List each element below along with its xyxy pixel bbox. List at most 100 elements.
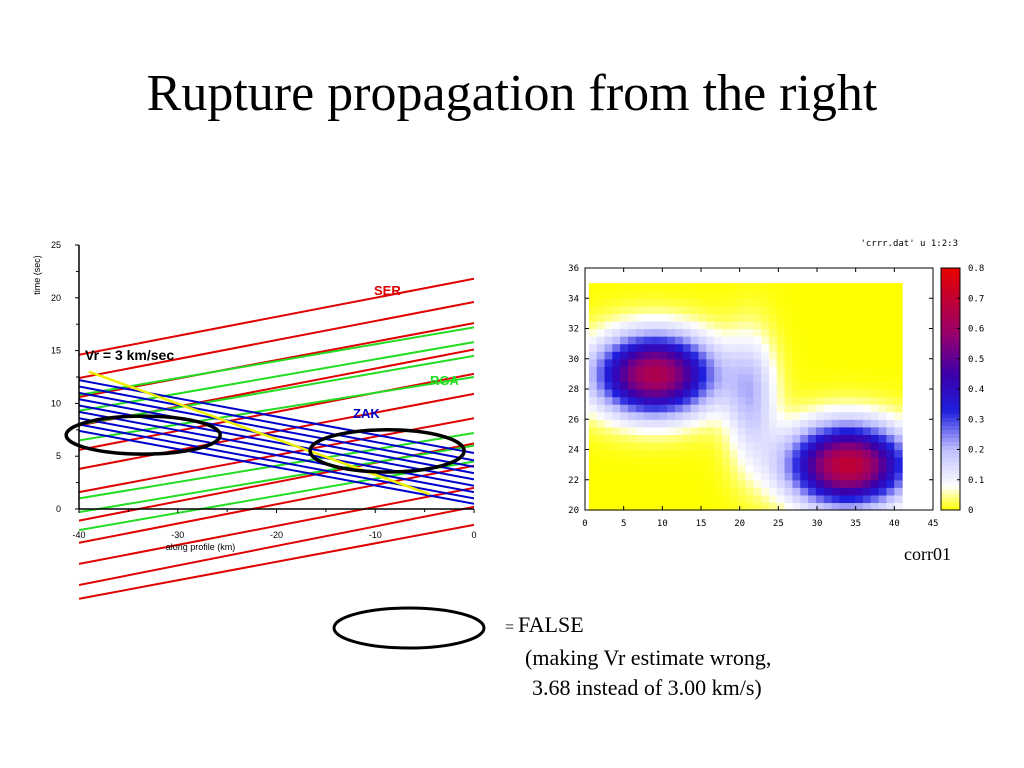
heatmap-cell (792, 426, 801, 435)
colorbar-segment (941, 389, 960, 394)
heatmap-cell (674, 472, 684, 481)
heatmap-cell (604, 298, 613, 307)
heatmap-cell (862, 320, 872, 330)
heatmap-cell (870, 472, 880, 481)
heatmap-cell (721, 404, 731, 413)
heatmap-cell (690, 411, 700, 420)
heatmap-cell (612, 283, 621, 292)
heatmap-cell (878, 396, 888, 405)
heatmap-cell (737, 426, 747, 435)
heatmap-cell (753, 336, 762, 345)
heatmap-cell (643, 366, 653, 375)
heatmap-cell (800, 305, 809, 314)
heatmap-cell (628, 313, 637, 322)
heatmap-cell (839, 419, 848, 428)
heatmap-cell (706, 290, 715, 299)
heatmap-cell (839, 389, 848, 398)
heatmap-cell (808, 404, 817, 413)
heatmap-cell (847, 487, 856, 496)
heatmap-cell (745, 472, 754, 481)
x-tick-label: -40 (72, 530, 85, 540)
heatmap-cell (651, 502, 660, 511)
heatmap-cell (588, 419, 598, 428)
colorbar-segment (941, 469, 960, 475)
heatmap-cell (667, 479, 676, 488)
heatmap-cell (721, 396, 731, 405)
heatmap-cell (628, 449, 637, 458)
heatmap-cell (667, 373, 676, 383)
heatmap-cell (800, 404, 809, 413)
heatmap-cell (706, 373, 715, 383)
heatmap-cell (604, 283, 613, 292)
heatmap-cell (674, 298, 684, 307)
heatmap-cell (878, 472, 888, 481)
heatmap-cell (612, 313, 621, 322)
heatmap-cell (815, 328, 825, 337)
heatmap-cell (761, 411, 770, 420)
heatmap-cell (878, 373, 888, 383)
heatmap-cell (878, 336, 888, 345)
heatmap-cell (831, 305, 841, 314)
heatmap-cell (604, 336, 613, 345)
colorbar-segment (941, 437, 960, 442)
heatmap-cell (808, 434, 817, 443)
heatmap-cell (682, 320, 692, 330)
heatmap-cell (706, 305, 715, 314)
heatmap-cell (886, 320, 895, 330)
heatmap-cell (674, 381, 684, 390)
heatmap-cell (596, 351, 606, 360)
heatmap-cell (808, 419, 817, 428)
heatmap-cell (635, 290, 645, 299)
heatmap-cell (886, 336, 895, 345)
heatmap-cell (862, 313, 872, 322)
heatmap-cell (729, 373, 739, 383)
heatmap-cell (831, 358, 841, 367)
heatmap-cell (682, 336, 692, 345)
heatmap-cell (620, 434, 629, 443)
heatmap-cell (643, 283, 653, 292)
heatmap-cell (815, 320, 825, 330)
heatmap-cell (815, 313, 825, 322)
heatmap-cell (745, 441, 754, 451)
heatmap-cell (588, 283, 598, 292)
heatmap-cell (651, 366, 660, 375)
heatmap-cell (847, 389, 856, 398)
heatmap-cell (588, 389, 598, 398)
heatmap-cell (862, 305, 872, 314)
heatmap-cell (792, 381, 801, 390)
colorbar-segment (941, 308, 960, 313)
heatmap-cell (878, 487, 888, 496)
y-tick-label: 22 (568, 476, 579, 486)
heatmap-cell (823, 320, 833, 330)
heatmap-cell (635, 419, 645, 428)
heatmap-cell (682, 494, 692, 504)
heatmap-cell (659, 336, 668, 345)
colorbar-segment (941, 384, 960, 390)
heatmap-cell (808, 351, 817, 360)
y-tick-label: 20 (51, 293, 61, 303)
heatmap-cell (761, 351, 770, 360)
heatmap-cell (682, 419, 692, 428)
heatmap-cell (721, 328, 731, 337)
heatmap-cell (894, 298, 903, 307)
colorbar-segment (941, 421, 960, 426)
heatmap-cell (768, 426, 778, 435)
rga-line-3 (79, 354, 474, 426)
y-tick-label: 24 (568, 446, 579, 456)
heatmap-cell (745, 449, 754, 458)
heatmap-cell (651, 351, 660, 360)
heatmap-cell (870, 381, 880, 390)
heatmap-cell (659, 313, 668, 322)
heatmap-cell (862, 336, 872, 345)
heatmap-cell (800, 464, 809, 473)
heatmap-cell (768, 305, 778, 314)
heatmap-cell (761, 381, 770, 390)
heatmap-cell (628, 366, 637, 375)
heatmap-cell (698, 320, 707, 330)
heatmap-cell (667, 343, 676, 352)
heatmap-cell (894, 343, 903, 352)
heatmap-cell (690, 457, 700, 466)
heatmap-cell (628, 472, 637, 481)
heatmap-cell (620, 487, 629, 496)
